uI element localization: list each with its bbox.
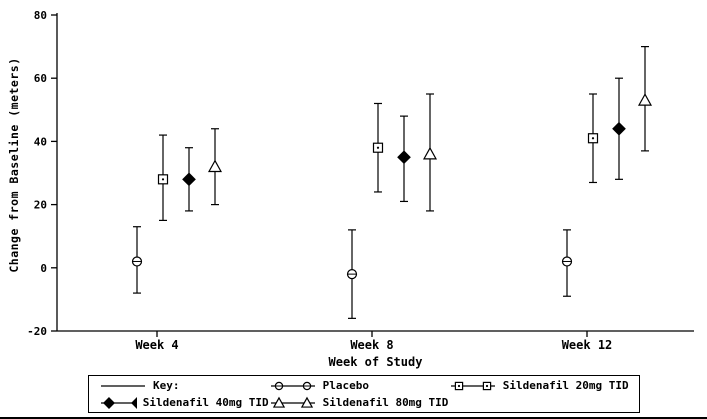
legend-item-circle: Placebo — [269, 379, 449, 393]
legend-label: Sildenafil 80mg TID — [322, 396, 449, 409]
x-axis-label: Week of Study — [328, 355, 423, 369]
legend: Key: Placebo Sildenafil 20mg TID Sildenafil… — [88, 375, 640, 413]
legend-item-key: Key: — [99, 379, 269, 393]
x-tick-label: Week 4 — [135, 338, 178, 352]
square-legend-marker-icon — [450, 381, 495, 390]
series-diamond — [182, 77, 626, 212]
y-axis-label: Change from Baseline (meters) — [7, 57, 21, 273]
y-tick-label: 40 — [34, 135, 47, 148]
x-tick-label: Week 8 — [350, 338, 393, 352]
legend-item-diamond: Sildenafil 40mg TID — [99, 396, 269, 410]
legend-item-triangle: Sildenafil 80mg TID — [269, 396, 449, 410]
diamond-legend-marker-icon — [101, 396, 137, 409]
y-tick-label: 60 — [34, 72, 47, 85]
triangle-legend-marker-icon — [270, 396, 315, 408]
axes — [51, 13, 694, 337]
series-square — [157, 93, 599, 221]
circle-legend-marker-icon — [270, 381, 315, 390]
legend-label: Sildenafil 20mg TID — [502, 379, 629, 392]
y-tick-label: -20 — [27, 325, 47, 338]
x-tick-label: Week 12 — [562, 338, 613, 352]
y-tick-label: 80 — [34, 9, 47, 22]
legend-item-square: Sildenafil 20mg TID — [449, 379, 629, 393]
legend-label: Key: — [153, 379, 180, 392]
tick-labels: 80 60 40 20 0 -20 Week 4 Week 8 Week 12 — [27, 9, 612, 352]
legend-label: Placebo — [322, 379, 369, 392]
series-triangle — [207, 45, 653, 212]
series-circle — [131, 226, 573, 319]
y-tick-label: 0 — [40, 262, 47, 275]
legend-label: Sildenafil 40mg TID — [142, 396, 269, 409]
key-line-icon — [101, 384, 145, 387]
y-tick-label: 20 — [34, 199, 47, 212]
